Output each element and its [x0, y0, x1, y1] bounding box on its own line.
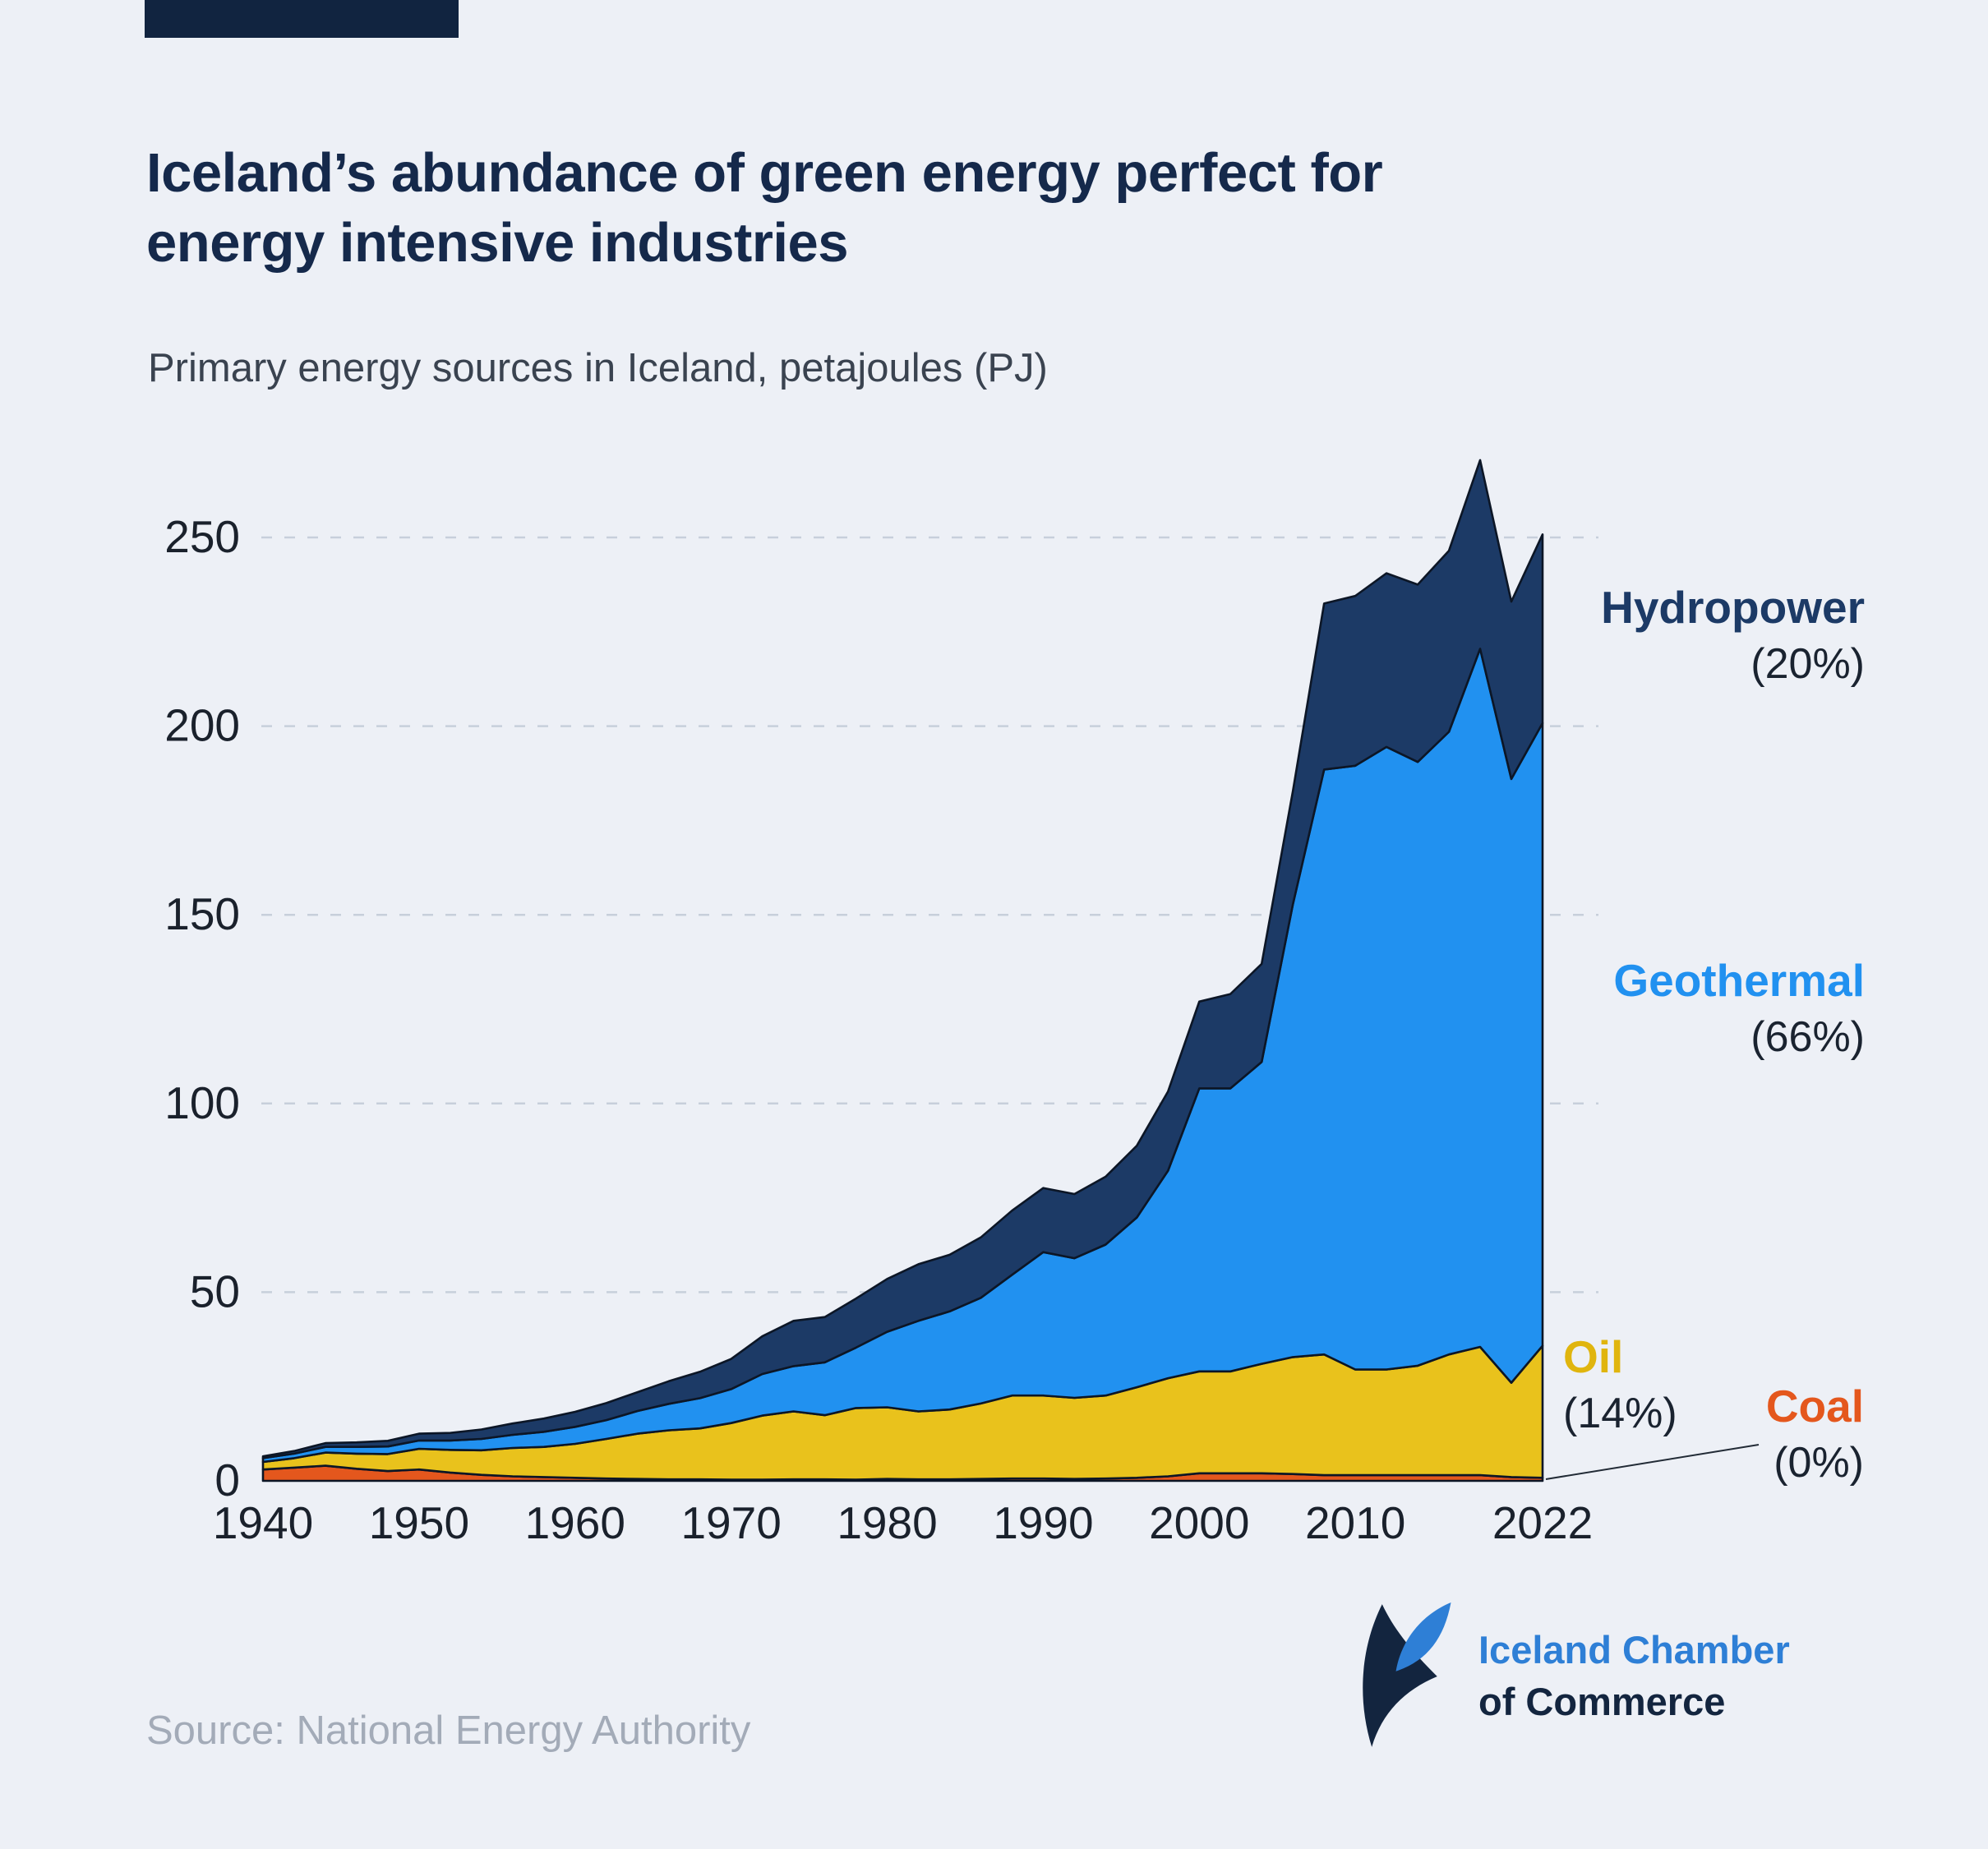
x-tick-2000: 2000: [1149, 1497, 1249, 1548]
x-tick-1980: 1980: [837, 1497, 937, 1548]
y-tick-250: 250: [164, 511, 240, 562]
page-title: Iceland’s abundance of green energy perf…: [146, 138, 1790, 278]
title-line1: Iceland’s abundance of green energy perf…: [146, 142, 1383, 204]
x-tick-2010: 2010: [1305, 1497, 1405, 1548]
hydropower-label: Hydropower (20%): [1601, 580, 1865, 691]
series-area-geothermal: [261, 648, 1544, 1464]
hydropower-label-name: Hydropower: [1601, 582, 1865, 633]
geothermal-label-name: Geothermal: [1613, 955, 1865, 1006]
coal-label-name: Coal: [1765, 1381, 1864, 1432]
logo-text: Iceland Chamber of Commerce: [1478, 1624, 1790, 1728]
y-tick-200: 200: [164, 700, 240, 751]
title-line2: energy intensive industries: [146, 212, 849, 274]
y-tick-0: 0: [214, 1455, 240, 1505]
source-note: Source: National Energy Authority: [146, 1708, 751, 1753]
y-tick-50: 50: [190, 1266, 240, 1316]
oil-label-name: Oil: [1563, 1331, 1624, 1382]
chart-subtitle: Primary energy sources in Iceland, petaj…: [148, 346, 1048, 390]
coal-label: Coal (0%): [1766, 1379, 1864, 1490]
oil-label: Oil (14%): [1563, 1330, 1677, 1441]
geothermal-label: Geothermal (66%): [1613, 953, 1865, 1064]
x-tick-1970: 1970: [680, 1497, 781, 1548]
logo-text-line2: of Commerce: [1478, 1680, 1726, 1723]
coal-label-pct: (0%): [1774, 1439, 1864, 1487]
hydropower-label-pct: (20%): [1750, 640, 1865, 689]
x-tick-1960: 1960: [525, 1497, 625, 1548]
series-area-hydropower: [261, 459, 1544, 1459]
x-tick-1950: 1950: [369, 1497, 469, 1548]
x-tick-1940: 1940: [213, 1497, 313, 1548]
accent-bar: [145, 0, 459, 38]
y-tick-100: 100: [164, 1077, 240, 1128]
x-tick-2022: 2022: [1492, 1497, 1593, 1548]
geothermal-label-pct: (66%): [1750, 1013, 1865, 1062]
logo-text-line1: Iceland Chamber: [1478, 1627, 1790, 1671]
logo: Iceland Chamber of Commerce: [1352, 1602, 1790, 1749]
oil-label-pct: (14%): [1563, 1390, 1677, 1438]
x-tick-1990: 1990: [993, 1497, 1093, 1548]
logo-leaf-icon: [1363, 1602, 1451, 1747]
coal-connector-line: [1545, 1444, 1760, 1480]
y-tick-150: 150: [164, 888, 240, 939]
